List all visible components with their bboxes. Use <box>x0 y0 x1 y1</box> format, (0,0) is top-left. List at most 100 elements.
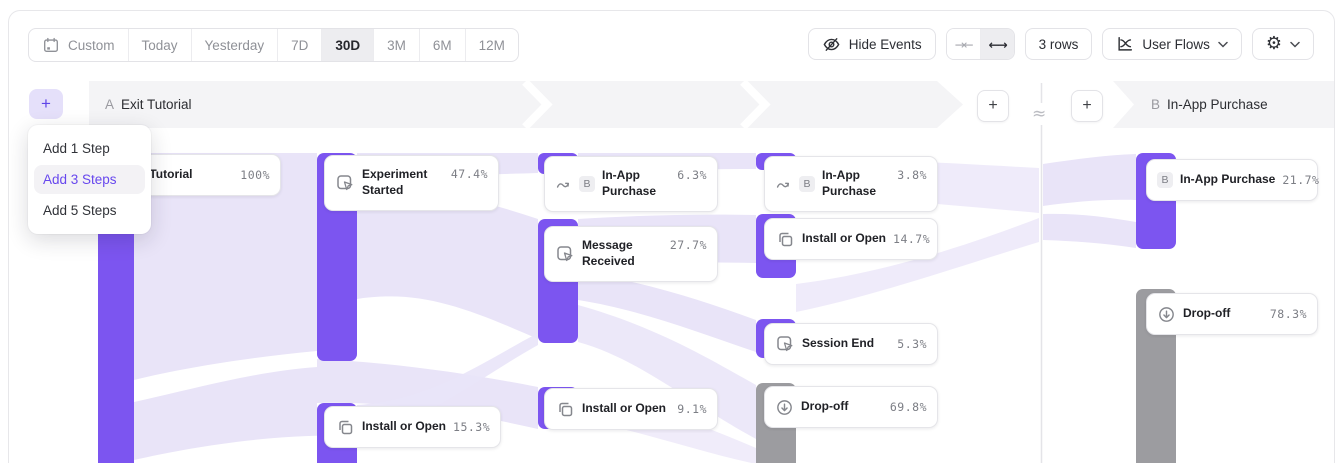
node-name: Drop-off <box>801 399 849 414</box>
node-percentage: 3.8% <box>897 168 927 182</box>
add-step-start-b-button[interactable]: + <box>1071 90 1103 122</box>
node-percentage: 78.3% <box>1269 307 1307 321</box>
node-percentage: 15.3% <box>453 420 491 434</box>
collapse-expand-toggle: →← ←→ <box>945 28 1015 60</box>
date-range-custom[interactable]: Custom <box>29 29 129 61</box>
rows-button[interactable]: 3 rows <box>1024 28 1093 60</box>
node-card-dropoff-783[interactable]: Drop-off 78.3% <box>1146 293 1318 335</box>
node-card-inapp-63[interactable]: B In-App Purchase 6.3% <box>544 156 718 212</box>
step-header-band-a <box>89 81 963 128</box>
dropoff-icon <box>1157 305 1176 324</box>
chevron-down-icon <box>1218 41 1228 48</box>
node-name: In-App Purchase <box>1180 172 1276 187</box>
settings-dropdown[interactable]: ⚙ <box>1251 28 1314 60</box>
cursor-icon <box>775 334 795 354</box>
hide-events-label: Hide Events <box>848 36 922 52</box>
step-badge: B <box>1157 172 1173 188</box>
date-range-label: Custom <box>68 37 115 53</box>
node-card-inapp-217[interactable]: B In-App Purchase 21.7% <box>1146 159 1320 201</box>
date-range-label: 7D <box>291 37 309 53</box>
copy-icon <box>335 417 355 437</box>
dropoff-icon <box>775 398 794 417</box>
date-range-3m[interactable]: 3M <box>374 29 420 61</box>
node-percentage: 69.8% <box>889 400 927 414</box>
date-range-6m[interactable]: 6M <box>420 29 466 61</box>
node-name: In-App Purchase <box>822 168 877 198</box>
jump-icon <box>775 176 792 193</box>
node-name: Experiment Started <box>362 167 428 197</box>
date-range-label: Today <box>141 37 178 53</box>
date-range-30d[interactable]: 30D <box>322 29 375 61</box>
node-name: Install or Open <box>802 231 887 246</box>
cursor-icon <box>335 173 355 193</box>
copy-icon <box>775 229 795 249</box>
section-a-title: Exit Tutorial <box>121 97 192 112</box>
node-name: Install or Open <box>362 419 447 434</box>
rows-label: 3 rows <box>1038 36 1079 52</box>
node-name: In-App Purchase <box>602 168 657 198</box>
date-range-label: 12M <box>478 37 505 53</box>
gear-icon: ⚙ <box>1265 33 1282 54</box>
node-card-install-open-147[interactable]: Install or Open 14.7% <box>764 218 938 260</box>
eye-off-icon <box>822 35 841 54</box>
toolbar: Custom Today Yesterday 7D 30D 3M 6M 12M Hide Ev… <box>9 11 1334 62</box>
step-header-band-b <box>1113 81 1334 128</box>
section-a-header[interactable]: A Exit Tutorial <box>105 81 192 128</box>
menu-item-add-1-step[interactable]: Add 1 Step <box>43 141 110 156</box>
node-card-experiment-started[interactable]: Experiment Started 47.4% <box>324 155 499 211</box>
cursor-icon <box>555 244 575 264</box>
chart-type-label: User Flows <box>1142 36 1210 52</box>
node-name: Install or Open <box>582 401 667 416</box>
node-name: Drop-off <box>1183 306 1231 321</box>
add-step-end-a-button[interactable]: + <box>977 90 1009 122</box>
node-card-dropoff-698[interactable]: Drop-off 69.8% <box>764 386 938 428</box>
date-range-group: Custom Today Yesterday 7D 30D 3M 6M 12M <box>28 28 519 62</box>
expand-columns-button[interactable]: ←→ <box>980 29 1014 59</box>
node-name: Session End <box>802 336 875 351</box>
hide-events-button[interactable]: Hide Events <box>807 28 936 60</box>
step-badge: B <box>799 176 815 192</box>
section-b-letter: B <box>1151 97 1161 112</box>
node-card-session-end[interactable]: Session End 5.3% <box>764 323 938 365</box>
node-card-inapp-38[interactable]: B In-App Purchase 3.8% <box>764 156 938 212</box>
node-percentage: 6.3% <box>677 168 707 182</box>
chart-type-dropdown[interactable]: User Flows <box>1102 28 1242 60</box>
node-card-install-open-91[interactable]: Install or Open 9.1% <box>544 388 718 430</box>
chart-panel: Custom Today Yesterday 7D 30D 3M 6M 12M Hide Ev… <box>8 10 1335 463</box>
node-card-install-open-15[interactable]: Install or Open 15.3% <box>324 406 501 448</box>
calendar-icon <box>42 36 60 54</box>
collapse-columns-button[interactable]: →← <box>946 29 981 59</box>
date-range-label: 3M <box>387 37 406 53</box>
node-percentage: 14.7% <box>893 232 931 246</box>
date-range-yesterday[interactable]: Yesterday <box>192 29 279 61</box>
copy-icon <box>555 399 575 419</box>
date-range-12m[interactable]: 12M <box>466 29 518 61</box>
date-range-today[interactable]: Today <box>129 29 192 61</box>
date-range-label: 30D <box>335 37 361 53</box>
section-b-title: In-App Purchase <box>1167 97 1268 112</box>
node-name: Message Received <box>582 238 635 268</box>
step-badge: B <box>579 176 595 192</box>
node-percentage: 5.3% <box>897 337 927 351</box>
node-percentage: 21.7% <box>1282 173 1320 187</box>
date-range-label: 6M <box>432 37 452 53</box>
section-b-header[interactable]: B In-App Purchase <box>1151 81 1268 128</box>
section-a-letter: A <box>105 97 115 112</box>
user-flows-icon <box>1116 35 1134 53</box>
toolbar-right: Hide Events →← ←→ 3 rows <box>807 28 1314 60</box>
add-step-menu: Add 1 Step Add 3 Steps Add 5 Steps <box>28 125 151 234</box>
chevron-down-icon <box>1290 41 1300 48</box>
add-step-button[interactable]: + <box>29 89 63 119</box>
collapse-icon: →← <box>954 36 974 52</box>
menu-item-add-3-steps[interactable]: Add 3 Steps <box>34 165 145 194</box>
date-range-7d[interactable]: 7D <box>278 29 323 61</box>
node-percentage: 100% <box>240 168 270 182</box>
node-percentage: 27.7% <box>669 238 707 252</box>
expand-icon: ←→ <box>988 36 1008 52</box>
menu-item-add-5-steps[interactable]: Add 5 Steps <box>43 203 117 218</box>
node-percentage: 9.1% <box>677 402 707 416</box>
node-card-exit-tutorial[interactable]: Exit Tutorial 100% <box>113 154 281 196</box>
approx-symbol: ≈ <box>1030 103 1049 125</box>
node-card-message-received[interactable]: Message Received 27.7% <box>544 226 718 282</box>
